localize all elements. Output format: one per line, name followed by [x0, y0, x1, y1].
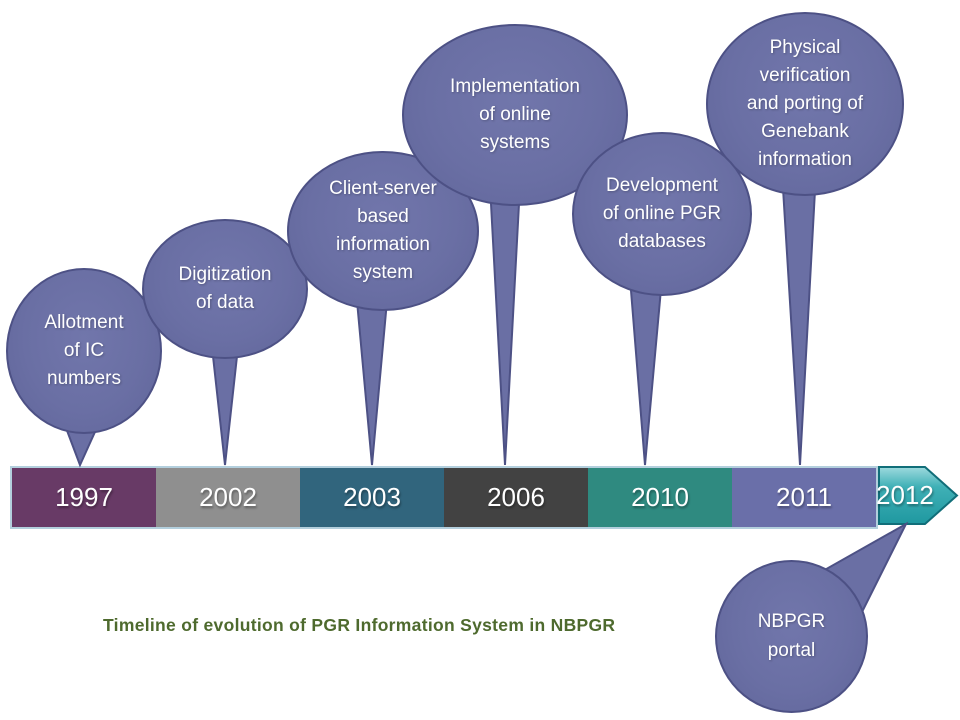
callout-tail-2003: [354, 289, 390, 466]
year-label-2010: 2010: [631, 482, 689, 512]
year-label-2003: 2003: [343, 482, 401, 512]
callout-tail-2010: [628, 277, 664, 466]
callout-tail-2011: [780, 171, 818, 466]
timeline-segment-2010: 2010: [588, 468, 732, 527]
callout-text: NBPGR portal: [757, 611, 826, 661]
callout-2011-genebank-information: Physical verification and porting of Gen…: [706, 12, 904, 196]
year-label-2002: 2002: [199, 482, 257, 512]
year-label-1997: 1997: [55, 482, 113, 512]
timeline-arrow-2012: [878, 466, 959, 525]
timeline-segment-2011: 2011: [732, 468, 876, 527]
arrow-shape: [878, 466, 959, 525]
callout-text: Physical verification and porting of Gen…: [746, 36, 864, 171]
timeline-bar: 1997 2002 2003 2006 2010 2011: [10, 466, 878, 529]
callout-2010-online-pgr-databases: Development of online PGR databases: [572, 132, 752, 296]
year-label-2006: 2006: [487, 482, 545, 512]
callout-1997-allotment-ic-numbers: Allotment of IC numbers: [6, 268, 162, 434]
callout-text: Implementation of online systems: [450, 75, 580, 154]
year-label-2011: 2011: [776, 482, 832, 512]
diagram-caption: Timeline of evolution of PGR Information…: [103, 615, 616, 635]
timeline-segment-1997: 1997: [12, 468, 156, 527]
timeline-segment-2006: 2006: [444, 468, 588, 527]
timeline-segment-2003: 2003: [300, 468, 444, 527]
callout-text: Development of online PGR databases: [602, 174, 722, 253]
callout-2002-digitization-of-data: Digitization of data: [142, 219, 308, 359]
callout-tail-2006: [488, 184, 522, 466]
timeline-segment-2002: 2002: [156, 468, 300, 527]
callout-text: Allotment of IC numbers: [44, 311, 124, 390]
callout-text: Digitization of data: [178, 263, 272, 313]
callout-2012-nbpgr-portal: NBPGR portal: [715, 560, 868, 713]
callout-text: Client-server based information system: [329, 177, 437, 284]
year-label-2012: 2012: [876, 480, 934, 510]
